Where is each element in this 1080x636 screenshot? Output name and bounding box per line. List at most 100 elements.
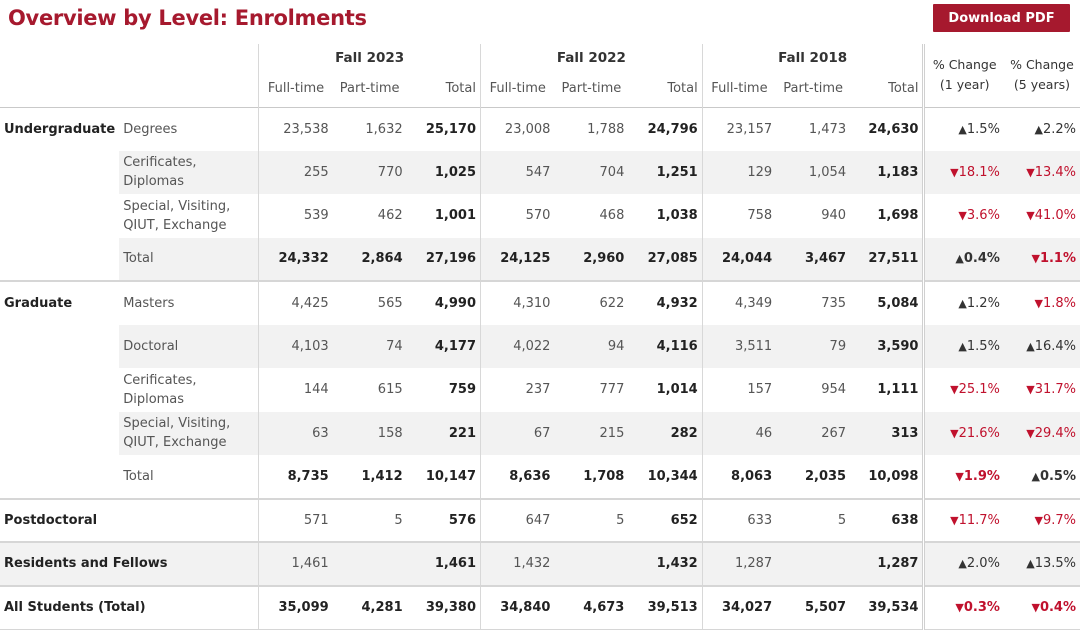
value-cell: 462 [377,208,403,224]
sublevel-label: Total [119,455,259,500]
pct-change-5yr: ▼13.4% [1003,150,1080,194]
pct-change-1yr: ▲1.5% [922,324,1004,368]
header-blank [119,44,259,71]
value-cell: 4,425 [258,281,333,325]
value-cell: 638 [850,498,924,543]
triangle-down-icon: ▼ [950,383,959,397]
value-cell: 468 [599,208,625,224]
pct-value: 1.1% [1039,251,1076,267]
value-cell: 1,473 [808,121,847,137]
value-cell: 94 [554,324,629,368]
value-cell: 255 [258,150,333,194]
triangle-up-icon: ▲ [1034,122,1043,136]
sublevel-label: Special, Visiting, QIUT, Exchange [119,194,259,238]
sublevel-label-line: Total [123,251,154,267]
pct-value: 31.7% [1034,382,1076,398]
value-cell: 615 [377,382,403,398]
download-pdf-button[interactable]: Download PDF [933,4,1070,32]
table-row: Graduate Masters 4,425 565 4,990 4,310 622 4,93… [0,281,1080,325]
sublevel-label: Degrees [119,107,259,151]
value-cell: 215 [554,411,629,455]
value-cell: 4,103 [258,324,333,368]
value-cell: 1,708 [554,455,629,500]
value-cell: 622 [599,295,625,311]
pct-value: 9.7% [1042,512,1076,528]
triangle-up-icon: ▲ [1026,557,1035,571]
value-cell: 735 [821,295,847,311]
period-header: Fall 2018 [701,44,924,71]
value-cell: 27,085 [628,237,703,282]
value-cell: 647 [480,498,555,543]
value-cell: 27,196 [406,237,481,282]
triangle-down-icon: ▼ [950,513,959,527]
value-cell: 39,380 [406,585,481,630]
sublevel-label: Cerificates, Diplomas [119,368,259,412]
value-cell: 63 [258,411,333,455]
pct-value: 2.2% [1042,121,1076,137]
sublevel-label-line: Cerificates, Diplomas [123,372,197,407]
pct-value: 0.5% [1039,468,1076,484]
triangle-up-icon: ▲ [1031,469,1040,483]
pct-change-1yr: ▼25.1% [922,368,1004,412]
level-label: All Students (Total) [0,585,259,630]
pct-value: 0.4% [1039,600,1076,615]
value-cell: 1,038 [656,208,698,224]
value-cell: 758 [701,194,777,238]
value-cell: 23,538 [258,107,333,151]
value-cell: 10,098 [850,455,924,500]
value-cell: 1,461 [258,542,333,587]
triangle-down-icon: ▼ [955,469,964,483]
sublevel-label-line: Cerificates, Diplomas [123,155,197,190]
value-cell: 940 [821,208,847,224]
pct-change-5yr-header: % Change (5 years) [1003,44,1080,108]
value-cell: 4,990 [434,295,476,311]
value-cell: 157 [701,368,777,412]
value-cell: 8,735 [258,455,333,500]
triangle-down-icon: ▼ [1026,165,1035,179]
pct-change-1yr: ▼21.6% [922,411,1004,455]
value-cell: 777 [599,382,625,398]
value-cell: 35,099 [258,585,333,630]
level-label [0,368,119,412]
value-cell: 5 [776,498,851,543]
value-cell: 1,432 [480,542,555,587]
value-cell: 4,673 [554,585,629,630]
triangle-up-icon: ▲ [958,296,967,310]
value-cell: 5 [332,498,407,543]
header-blank [119,71,259,107]
sublevel-label-line: Doctoral [123,338,179,354]
pct-change-5yr: ▼0.4% [1003,585,1080,630]
pct-change-5yr: ▲16.4% [1003,324,1080,368]
value-cell: 24,796 [647,121,698,137]
value-cell: 570 [480,194,555,238]
value-cell: 5,084 [877,295,919,311]
pct-value: 3.6% [966,208,1000,224]
table-row: Total 8,735 1,412 10,147 8,636 1,708 10,344 8,0… [0,455,1080,500]
pct-change-5yr: ▼1.1% [1003,237,1080,282]
level-label [0,194,119,238]
level-label: Undergraduate [4,121,116,137]
value-cell: 1,111 [877,382,919,398]
sublevel-label-line: QIUT, Exchange [123,435,227,451]
value-cell [554,542,629,587]
pct-change-1yr: ▼3.6% [922,194,1004,238]
sublevel-label: Special, Visiting, QIUT, Exchange [119,411,259,455]
value-cell: 2,864 [332,237,407,282]
sublevel-label: Masters [119,281,259,325]
value-cell: 3,511 [701,324,777,368]
sublevel-label-line: Masters [123,295,175,311]
table-row: Undergraduate Degrees 23,538 1,632 25,170 23,… [0,107,1080,151]
pct-header-line: % Change [1010,57,1074,73]
pct-value: 1.9% [963,468,1000,484]
value-cell: 954 [821,382,847,398]
level-label [0,237,120,282]
pct-value: 18.1% [958,164,1000,180]
pct-header-line: (5 years) [1013,77,1070,93]
value-cell: 1,461 [406,542,481,587]
value-cell: 2,960 [554,237,629,282]
value-cell: 2,035 [776,455,851,500]
triangle-down-icon: ▼ [950,165,959,179]
triangle-down-icon: ▼ [1034,296,1043,310]
value-cell: 10,344 [628,455,703,500]
triangle-down-icon: ▼ [1026,426,1035,440]
